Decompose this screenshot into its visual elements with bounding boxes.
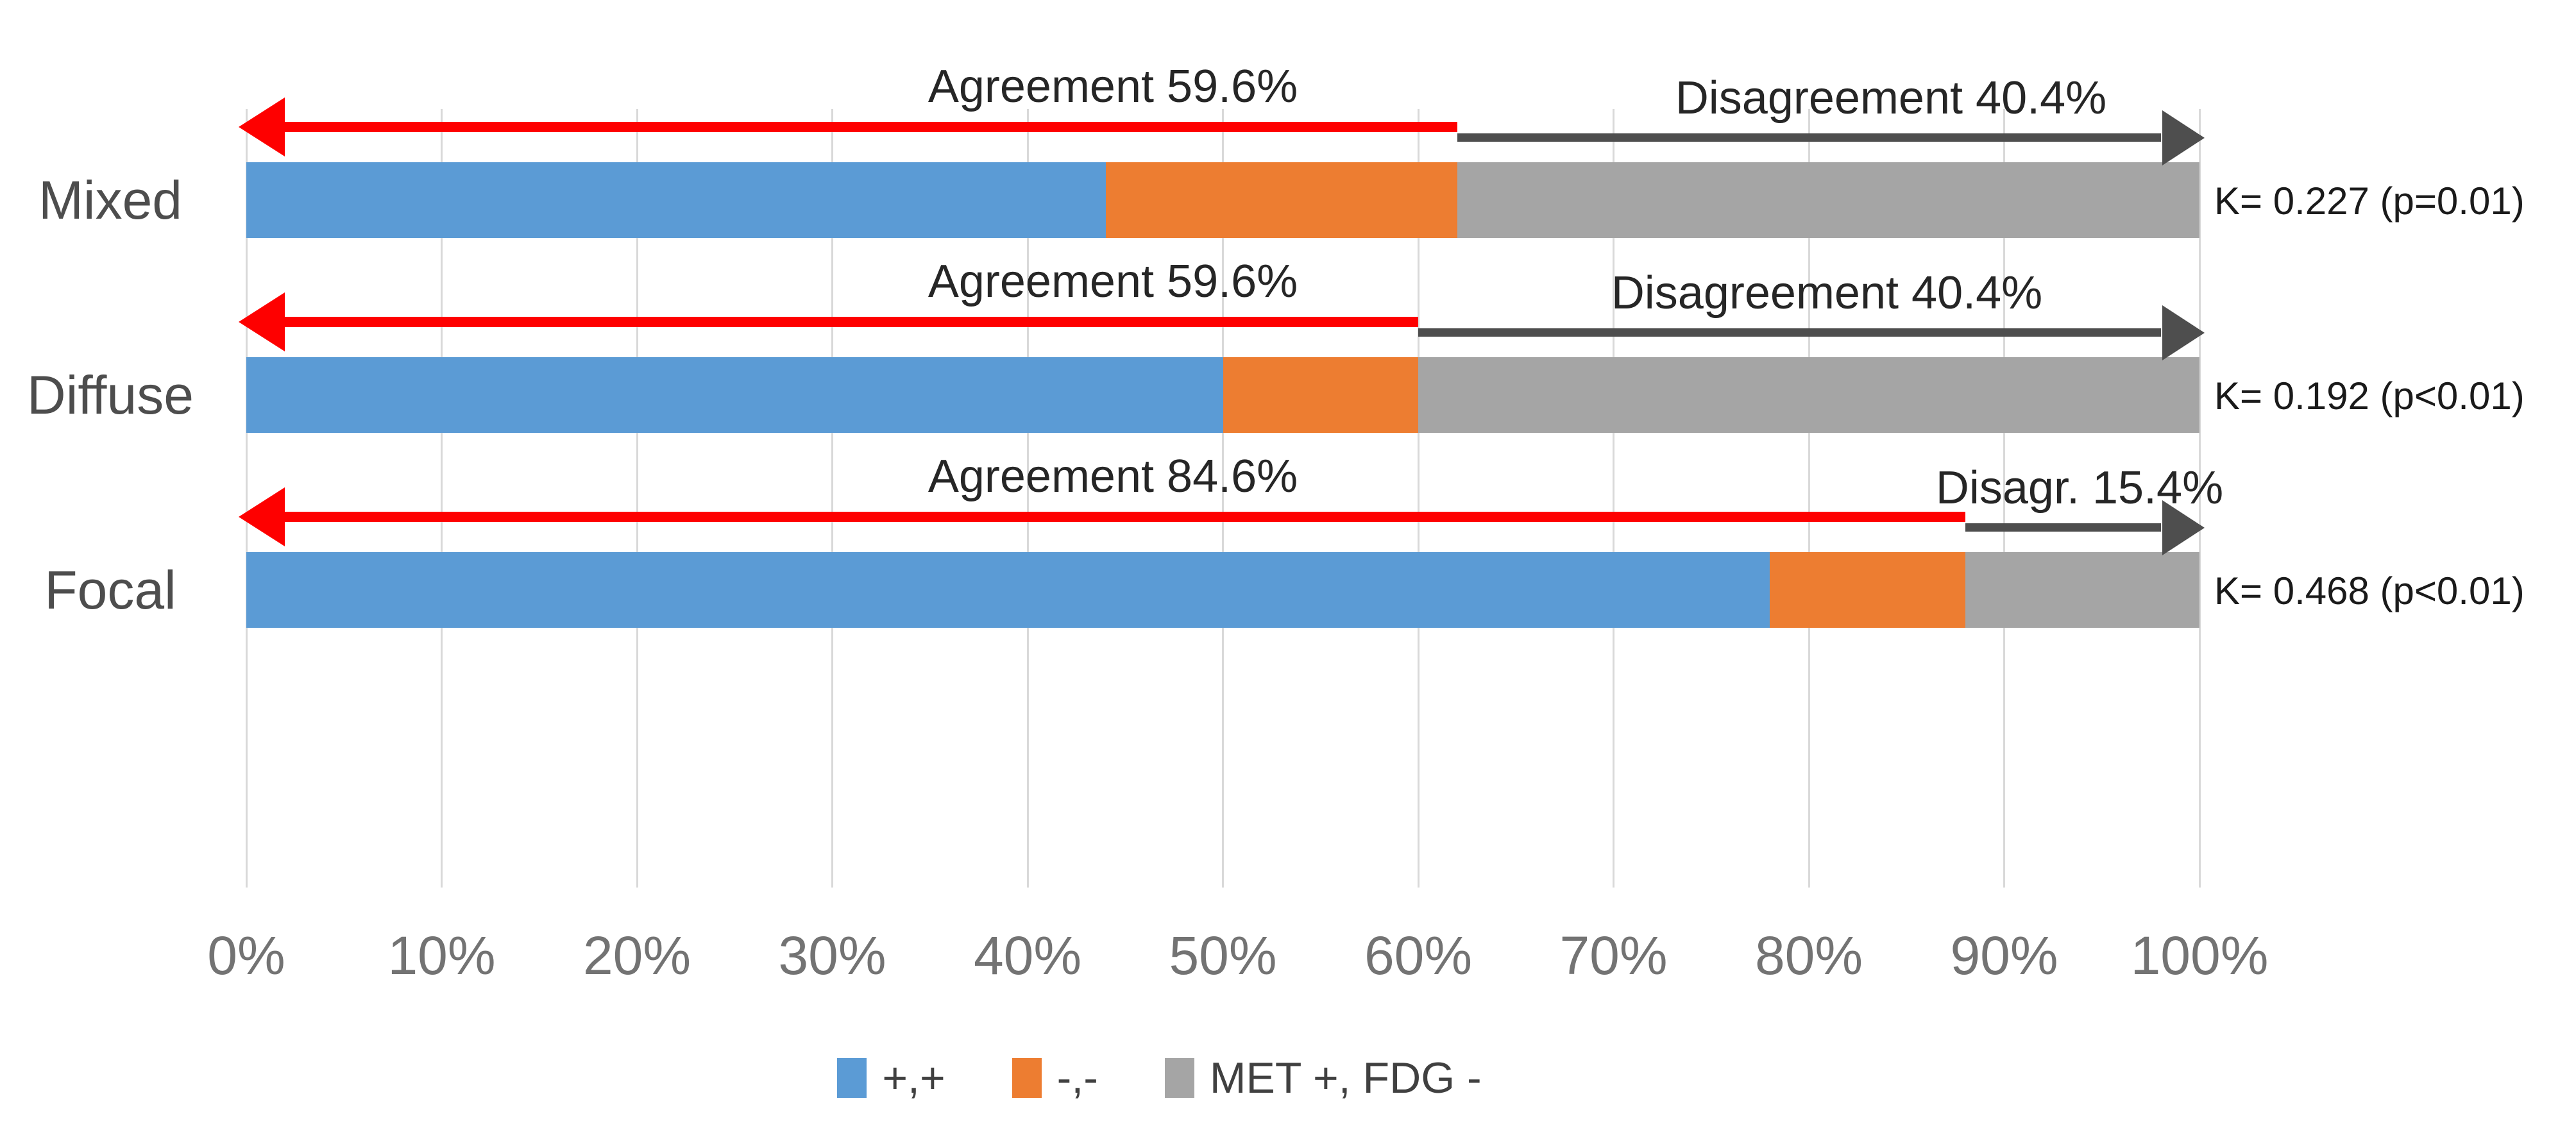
gridline — [2003, 109, 2005, 888]
arrow-line — [282, 122, 1457, 132]
arrow-right-head-icon — [2162, 110, 2205, 165]
legend-item-both-positive: +,+ — [837, 1053, 945, 1103]
legend-swatch-gray — [1164, 1058, 1194, 1098]
kappa-label-diffuse: K= 0.192 (p<0.01) — [2214, 375, 2525, 417]
gridline — [636, 109, 638, 888]
legend: +,+ -,- MET +, FDG - — [183, 1053, 2136, 1103]
agreement-label-diffuse: Agreement 59.6% — [928, 256, 1298, 307]
x-tick-label: 70% — [1559, 925, 1668, 986]
kappa-label-focal: K= 0.468 (p<0.01) — [2214, 569, 2525, 612]
gridline — [1417, 109, 1419, 888]
legend-label: +,+ — [882, 1054, 945, 1102]
x-tick-label: 0% — [207, 925, 285, 986]
gridline — [441, 109, 443, 888]
arrow-line — [282, 512, 1965, 522]
x-tick-label: 40% — [973, 925, 1082, 986]
arrow-line — [1418, 328, 2161, 337]
arrow-left-head-icon — [239, 292, 285, 351]
arrow-right-head-icon — [2162, 305, 2205, 360]
agreement-label-mixed: Agreement 59.6% — [928, 61, 1298, 112]
gridline — [1808, 109, 1810, 888]
legend-swatch-orange — [1012, 1058, 1042, 1098]
agreement-label-focal: Agreement 84.6% — [928, 451, 1298, 502]
bar-segment-both-positive — [246, 357, 1223, 433]
arrow-line — [1457, 133, 2161, 142]
legend-swatch-blue — [837, 1058, 867, 1098]
gridline — [2198, 109, 2201, 888]
kappa-label-mixed: K= 0.227 (p=0.01) — [2214, 180, 2525, 223]
disagreement-label-diffuse: Disagreement 40.4% — [1611, 267, 2043, 319]
category-label-mixed: Mixed — [38, 170, 183, 230]
legend-label: -,- — [1056, 1054, 1098, 1102]
arrow-line — [1965, 523, 2161, 532]
category-label-diffuse: Diffuse — [27, 365, 194, 425]
x-tick-label: 90% — [1950, 925, 2058, 986]
bar-segment-met-pos-fdg-neg — [1965, 552, 2199, 628]
gridline — [1026, 109, 1029, 888]
legend-item-both-negative: -,- — [1012, 1053, 1098, 1103]
disagreement-label-mixed: Disagreement 40.4% — [1675, 72, 2107, 124]
x-tick-label: 30% — [778, 925, 886, 986]
arrow-line — [282, 317, 1418, 327]
bar-segment-both-positive — [246, 552, 1770, 628]
disagreement-label-focal: Disagr. 15.4% — [1935, 462, 2224, 514]
gridline — [831, 109, 833, 888]
bar-segment-both-positive — [246, 162, 1106, 238]
legend-label: MET +, FDG - — [1209, 1054, 1482, 1102]
arrow-right-head-icon — [2162, 500, 2205, 555]
x-tick-label: 10% — [387, 925, 496, 986]
legend-item-met-pos-fdg-neg: MET +, FDG - — [1164, 1053, 1482, 1103]
arrow-left-head-icon — [239, 97, 285, 156]
arrow-left-head-icon — [239, 487, 285, 546]
gridline — [1613, 109, 1614, 888]
bar-segment-met-pos-fdg-neg — [1418, 357, 2199, 433]
bar-segment-both-negative — [1105, 162, 1457, 238]
gridline — [1222, 109, 1224, 888]
x-tick-label: 100% — [2130, 925, 2269, 986]
bar-segment-both-negative — [1770, 552, 1965, 628]
x-tick-label: 50% — [1169, 925, 1277, 986]
bar-segment-both-negative — [1223, 357, 1418, 433]
bar-focal — [246, 552, 2199, 628]
x-tick-label: 60% — [1364, 925, 1473, 986]
x-tick-label: 80% — [1754, 925, 1863, 986]
bar-diffuse — [246, 357, 2199, 433]
category-label-focal: Focal — [44, 560, 176, 620]
bar-segment-met-pos-fdg-neg — [1457, 162, 2199, 238]
x-tick-label: 20% — [582, 925, 691, 986]
bar-mixed — [246, 162, 2199, 238]
